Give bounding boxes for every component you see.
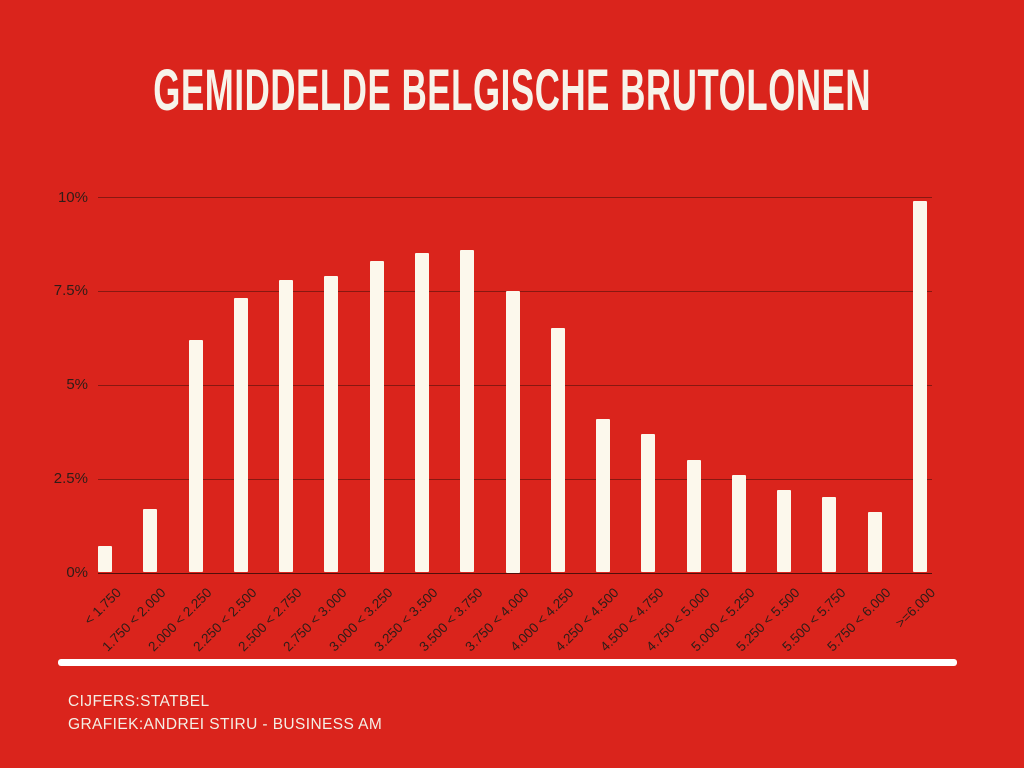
source-line-grafiek: GRAFIEK:ANDREI STIRU - BUSINESS AM	[68, 716, 383, 733]
bar	[460, 249, 475, 573]
x-axis-category-label: < 1.750	[80, 585, 124, 628]
bar	[369, 260, 384, 573]
y-axis-tick-label: 2.5%	[53, 470, 88, 488]
bar	[596, 418, 611, 573]
grid-line	[98, 197, 932, 198]
y-axis-tick-label: 10%	[57, 188, 88, 206]
y-axis-tick-label: 7.5%	[53, 282, 88, 300]
bar	[143, 508, 158, 573]
bar	[324, 275, 339, 573]
bar	[913, 200, 927, 573]
source-credits: CIJFERS:STATBEL GRAFIEK:ANDREI STIRU - B…	[68, 690, 382, 736]
bar	[867, 512, 882, 573]
separator-line	[58, 659, 957, 666]
bar	[279, 279, 294, 573]
bar	[550, 328, 565, 573]
source-line-cijfers: CIJFERS:STATBEL	[68, 693, 210, 710]
chart-title: GEMIDDELDE BELGISCHE BRUTOLONEN	[153, 58, 871, 123]
bar	[731, 474, 746, 573]
y-axis-tick-label: 0%	[66, 564, 88, 581]
x-axis-category-label: >=6.000	[892, 585, 939, 631]
chart-title-wrap: GEMIDDELDE BELGISCHE BRUTOLONEN	[0, 62, 1024, 120]
y-axis-tick-label: 5%	[66, 376, 88, 394]
bar	[641, 433, 656, 573]
bar	[686, 459, 701, 573]
bar	[188, 339, 203, 573]
x-axis-baseline	[98, 572, 932, 574]
bar	[505, 290, 520, 573]
bar	[822, 497, 837, 573]
bar	[98, 546, 112, 573]
bar	[777, 489, 792, 573]
bar	[414, 253, 429, 573]
bar	[233, 298, 248, 573]
